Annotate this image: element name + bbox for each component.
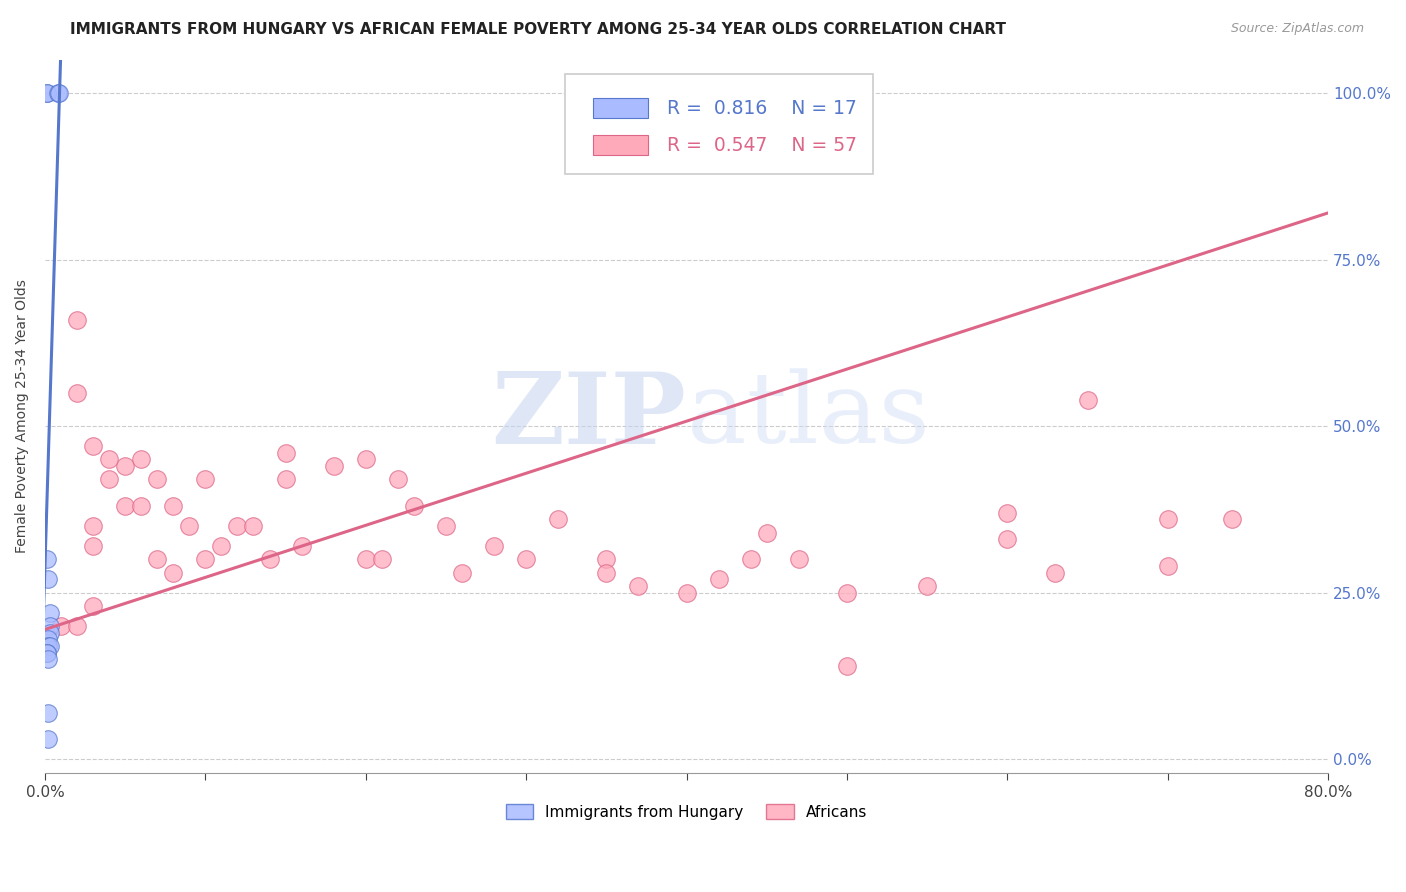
Point	[547, 512, 569, 526]
Point	[46, 86, 69, 100]
Point	[38, 625, 60, 640]
Point	[915, 579, 938, 593]
Point	[755, 525, 778, 540]
Point	[66, 385, 89, 400]
Point	[37, 652, 59, 666]
Point	[49, 619, 72, 633]
Point	[354, 452, 377, 467]
Point	[675, 586, 697, 600]
Point	[595, 552, 617, 566]
Point	[129, 452, 152, 467]
Point	[787, 552, 810, 566]
Point	[37, 706, 59, 720]
Point	[38, 606, 60, 620]
Point	[1077, 392, 1099, 407]
Point	[194, 473, 217, 487]
Point	[37, 632, 59, 647]
Point	[82, 439, 104, 453]
Point	[209, 539, 232, 553]
Point	[35, 646, 58, 660]
Point	[627, 579, 650, 593]
Point	[515, 552, 537, 566]
Point	[322, 459, 344, 474]
Point	[37, 732, 59, 747]
Point	[98, 452, 121, 467]
Point	[114, 459, 136, 474]
Point	[707, 573, 730, 587]
Point	[1157, 559, 1180, 574]
Point	[38, 619, 60, 633]
Point	[835, 659, 858, 673]
Point	[98, 473, 121, 487]
Point	[194, 552, 217, 566]
Point	[35, 86, 58, 100]
Point	[242, 519, 264, 533]
Point	[35, 86, 58, 100]
Text: atlas: atlas	[686, 368, 929, 464]
Point	[434, 519, 457, 533]
Text: Source: ZipAtlas.com: Source: ZipAtlas.com	[1230, 22, 1364, 36]
FancyBboxPatch shape	[593, 136, 648, 155]
Point	[162, 499, 184, 513]
Point	[114, 499, 136, 513]
Point	[835, 586, 858, 600]
Point	[146, 552, 169, 566]
Point	[146, 473, 169, 487]
FancyBboxPatch shape	[593, 98, 648, 119]
Point	[371, 552, 394, 566]
Point	[37, 573, 59, 587]
Point	[291, 539, 314, 553]
Text: ZIP: ZIP	[492, 368, 686, 465]
Point	[162, 566, 184, 580]
Point	[35, 552, 58, 566]
Legend: Immigrants from Hungary, Africans: Immigrants from Hungary, Africans	[499, 798, 873, 826]
Point	[66, 312, 89, 326]
Point	[995, 533, 1018, 547]
Point	[129, 499, 152, 513]
Point	[482, 539, 505, 553]
Text: R =  0.547    N = 57: R = 0.547 N = 57	[668, 136, 858, 154]
Point	[1157, 512, 1180, 526]
Point	[66, 619, 89, 633]
Point	[35, 646, 58, 660]
Text: R =  0.816    N = 17: R = 0.816 N = 17	[668, 99, 858, 118]
Point	[259, 552, 281, 566]
Point	[354, 552, 377, 566]
Point	[82, 599, 104, 614]
Point	[451, 566, 474, 580]
Point	[82, 539, 104, 553]
Point	[226, 519, 249, 533]
Point	[740, 552, 762, 566]
Point	[274, 473, 297, 487]
Point	[274, 446, 297, 460]
Point	[1220, 512, 1243, 526]
Text: IMMIGRANTS FROM HUNGARY VS AFRICAN FEMALE POVERTY AMONG 25-34 YEAR OLDS CORRELAT: IMMIGRANTS FROM HUNGARY VS AFRICAN FEMAL…	[70, 22, 1007, 37]
Point	[995, 506, 1018, 520]
Point	[387, 473, 409, 487]
Point	[402, 499, 425, 513]
Point	[595, 566, 617, 580]
Y-axis label: Female Poverty Among 25-34 Year Olds: Female Poverty Among 25-34 Year Olds	[15, 279, 30, 553]
Point	[1045, 566, 1067, 580]
Point	[82, 519, 104, 533]
Point	[179, 519, 201, 533]
Point	[38, 639, 60, 653]
Point	[48, 86, 70, 100]
Point	[37, 639, 59, 653]
FancyBboxPatch shape	[565, 74, 873, 174]
